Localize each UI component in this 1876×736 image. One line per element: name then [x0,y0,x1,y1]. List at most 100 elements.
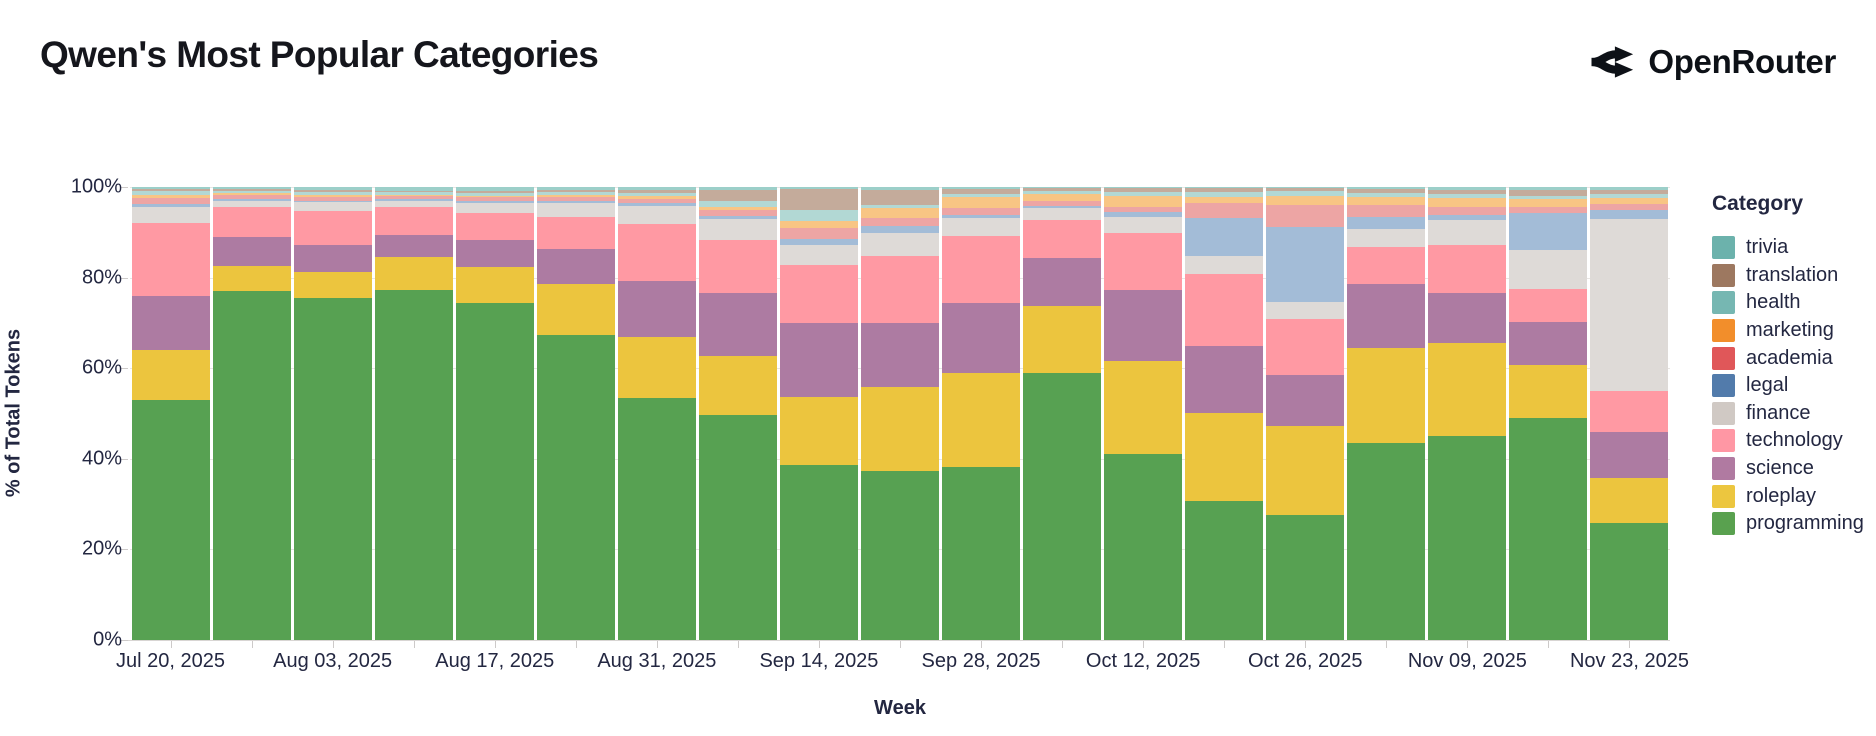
bar-segment-translation[interactable] [1266,188,1345,191]
bar-segment-technology[interactable] [374,207,453,236]
bar-segment-academia[interactable] [293,196,372,201]
bar-segment-academia[interactable] [1428,207,1507,216]
bar-segment-translation[interactable] [1347,188,1426,193]
bar-segment-science[interactable] [455,239,534,267]
bar-segment-marketing[interactable] [1347,197,1426,206]
bar-segment-roleplay[interactable] [1104,361,1183,455]
bar-segment-marketing[interactable] [536,195,615,198]
bar-segment-programming[interactable] [1428,436,1507,640]
bar-segment-roleplay[interactable] [455,266,534,303]
bar-segment-health[interactable] [617,192,696,197]
bar-segment-marketing[interactable] [1023,194,1102,201]
bar-segment-translation[interactable] [1590,189,1669,194]
bar-segment-trivia[interactable] [1347,187,1426,189]
bar-segment-academia[interactable] [536,197,615,202]
bar-segment-finance[interactable] [1590,218,1669,391]
bar-segment-health[interactable] [374,192,453,195]
bar-segment-technology[interactable] [1104,233,1183,290]
bar-segment-marketing[interactable] [1266,196,1345,206]
bar-segment-programming[interactable] [212,291,291,640]
bar-segment-academia[interactable] [1509,206,1588,214]
bar-segment-finance[interactable] [779,245,858,265]
bar-segment-health[interactable] [131,190,210,196]
bar-segment-academia[interactable] [860,218,939,227]
bar-segment-marketing[interactable] [941,196,1021,209]
bar-segment-academia[interactable] [1185,202,1264,218]
bar-segment-roleplay[interactable] [293,271,372,298]
bar-segment-marketing[interactable] [374,194,453,197]
bar-segment-academia[interactable] [617,198,696,204]
bar-segment-technology[interactable] [131,223,210,296]
bar-segment-science[interactable] [131,295,210,351]
bar-segment-health[interactable] [1104,192,1183,197]
bar-segment-marketing[interactable] [1428,198,1507,208]
bar-segment-trivia[interactable] [1428,187,1507,190]
bar-segment-trivia[interactable] [293,187,372,190]
bar-segment-marketing[interactable] [131,195,210,199]
bar-segment-science[interactable] [1266,375,1345,427]
bar-segment-marketing[interactable] [293,194,372,197]
bar-segment-programming[interactable] [1104,454,1183,640]
bar-segment-translation[interactable] [860,190,939,205]
bar-segment-health[interactable] [293,191,372,195]
bar-segment-finance[interactable] [617,206,696,225]
bar-segment-science[interactable] [212,236,291,267]
bar-segment-trivia[interactable] [1509,187,1588,191]
bar-segment-translation[interactable] [1023,188,1102,191]
bar-segment-health[interactable] [1428,193,1507,199]
bar-segment-health[interactable] [1509,195,1588,200]
bar-segment-trivia[interactable] [455,187,534,192]
bar-segment-translation[interactable] [617,189,696,193]
bar-segment-legal[interactable] [131,204,210,208]
bar-segment-finance[interactable] [293,202,372,211]
bar-segment-academia[interactable] [941,208,1021,215]
bar-segment-marketing[interactable] [212,193,291,196]
bar-segment-translation[interactable] [374,190,453,193]
bar-segment-marketing[interactable] [1185,197,1264,203]
bar-segment-roleplay[interactable] [536,283,615,336]
bar-segment-health[interactable] [1185,192,1264,198]
bar-segment-technology[interactable] [1023,220,1102,259]
bar-segment-technology[interactable] [779,264,858,323]
bar-segment-technology[interactable] [293,210,372,245]
bar-segment-science[interactable] [860,322,939,388]
bar-segment-programming[interactable] [617,398,696,640]
bar-segment-legal[interactable] [1509,213,1588,250]
bar-segment-roleplay[interactable] [1023,306,1102,373]
bar-segment-technology[interactable] [698,239,777,294]
bar-segment-technology[interactable] [212,207,291,237]
bar-segment-marketing[interactable] [779,221,858,228]
bar-segment-technology[interactable] [1347,246,1426,285]
bar-segment-academia[interactable] [212,195,291,199]
bar-segment-technology[interactable] [1185,274,1264,347]
bar-segment-programming[interactable] [374,289,453,640]
bar-segment-roleplay[interactable] [1509,365,1588,419]
bar-segment-trivia[interactable] [1590,187,1669,190]
bar-segment-roleplay[interactable] [212,266,291,292]
bar-segment-health[interactable] [1023,190,1102,195]
bar-segment-marketing[interactable] [1509,199,1588,207]
bar-segment-finance[interactable] [374,200,453,208]
bar-segment-marketing[interactable] [860,208,939,219]
bar-segment-roleplay[interactable] [1590,478,1669,524]
bar-segment-academia[interactable] [455,197,534,202]
bar-segment-science[interactable] [1347,284,1426,348]
bar-segment-roleplay[interactable] [374,257,453,290]
bar-segment-roleplay[interactable] [617,337,696,399]
bar-segment-finance[interactable] [1428,220,1507,245]
bar-segment-academia[interactable] [131,198,210,205]
bar-segment-science[interactable] [617,281,696,338]
bar-segment-health[interactable] [1347,192,1426,198]
bar-segment-translation[interactable] [698,189,777,201]
bar-segment-programming[interactable] [131,399,210,640]
bar-segment-finance[interactable] [131,207,210,224]
bar-segment-trivia[interactable] [374,187,453,191]
bar-segment-academia[interactable] [1347,205,1426,217]
bar-segment-finance[interactable] [212,200,291,208]
bar-segment-roleplay[interactable] [941,372,1021,468]
bar-segment-health[interactable] [212,190,291,194]
bar-segment-trivia[interactable] [1185,187,1264,189]
bar-segment-legal[interactable] [1266,226,1345,302]
bar-segment-health[interactable] [860,204,939,209]
bar-segment-legal[interactable] [1023,206,1102,209]
